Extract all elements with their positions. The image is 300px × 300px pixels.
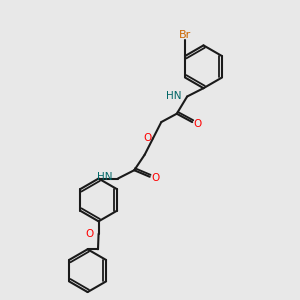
Text: O: O bbox=[194, 118, 202, 128]
Text: O: O bbox=[151, 173, 159, 183]
Text: O: O bbox=[143, 134, 152, 143]
Text: HN: HN bbox=[166, 91, 182, 101]
Text: Br: Br bbox=[179, 30, 191, 40]
Text: O: O bbox=[86, 229, 94, 239]
Text: HN: HN bbox=[97, 172, 112, 182]
